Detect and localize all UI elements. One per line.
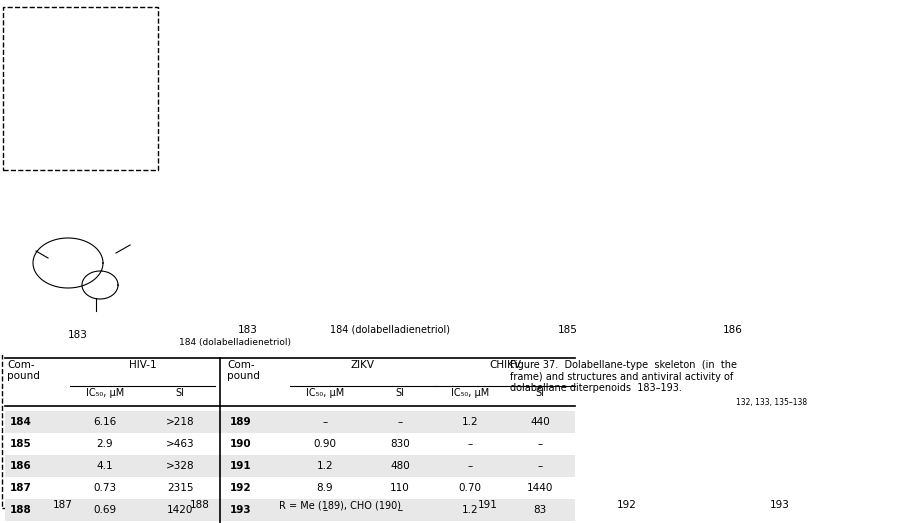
Text: 110: 110 (390, 483, 410, 493)
Text: pound: pound (227, 371, 260, 381)
Text: 183: 183 (238, 325, 258, 335)
Bar (5, 499, 220, 521)
Text: –: – (537, 439, 543, 449)
Text: –: – (398, 417, 402, 427)
Text: 187: 187 (53, 500, 73, 510)
Text: 132, 133, 135–138: 132, 133, 135–138 (736, 398, 807, 407)
Text: 192: 192 (617, 500, 637, 510)
Text: R = Me (189), CHO (190): R = Me (189), CHO (190) (279, 500, 401, 510)
Text: 1.2: 1.2 (462, 417, 478, 427)
Text: 0.90: 0.90 (313, 439, 337, 449)
Text: >328: >328 (166, 461, 194, 471)
Text: 191: 191 (230, 461, 252, 471)
Text: pound: pound (7, 371, 40, 381)
Text: 191: 191 (478, 500, 498, 510)
Text: IC₅₀, μM: IC₅₀, μM (306, 388, 344, 398)
Text: –: – (398, 505, 402, 515)
Text: 0.73: 0.73 (94, 483, 117, 493)
Text: 1.2: 1.2 (462, 505, 478, 515)
Text: HIV-1: HIV-1 (129, 360, 157, 370)
Text: SI: SI (176, 388, 184, 398)
Bar (220, 411, 575, 433)
Text: 1440: 1440 (526, 483, 554, 493)
Bar (220, 455, 575, 477)
Text: 184 (dolabelladienetriol): 184 (dolabelladienetriol) (330, 325, 450, 335)
Bar (0, 0, 900, 355)
Text: 192: 192 (230, 483, 252, 493)
Text: 2.9: 2.9 (96, 439, 113, 449)
Text: 440: 440 (530, 417, 550, 427)
Text: Figure 37.  Dolabellane-type  skeleton  (in  the
frame) and structures and antiv: Figure 37. Dolabellane-type skeleton (in… (510, 360, 737, 393)
Text: IC₅₀, μM: IC₅₀, μM (451, 388, 489, 398)
Text: 184 (dolabelladienetriol): 184 (dolabelladienetriol) (179, 338, 291, 347)
Text: ZIKV: ZIKV (350, 360, 374, 370)
Bar (2, 343, 157, 508)
Bar (5, 455, 220, 477)
Text: –: – (467, 461, 472, 471)
Text: 830: 830 (390, 439, 410, 449)
Text: 83: 83 (534, 505, 546, 515)
Text: 1.2: 1.2 (317, 461, 333, 471)
Text: 6.16: 6.16 (94, 417, 117, 427)
Text: 189: 189 (230, 417, 252, 427)
Text: 185: 185 (558, 325, 578, 335)
Text: 193: 193 (770, 500, 790, 510)
Bar (5, 355, 490, 523)
Text: 185: 185 (10, 439, 32, 449)
Text: –: – (537, 461, 543, 471)
Text: 1420: 1420 (166, 505, 194, 515)
Text: 187: 187 (10, 483, 32, 493)
Text: CHIKV: CHIKV (489, 360, 521, 370)
Text: Com-: Com- (227, 360, 255, 370)
Text: –: – (322, 417, 328, 427)
Text: 183: 183 (68, 330, 88, 340)
Text: 186: 186 (723, 325, 742, 335)
Text: SI: SI (395, 388, 404, 398)
Text: 184: 184 (10, 417, 32, 427)
Text: 188: 188 (190, 500, 210, 510)
Bar (5, 411, 220, 433)
Text: >218: >218 (166, 417, 194, 427)
Text: Com-: Com- (7, 360, 34, 370)
Text: 2315: 2315 (166, 483, 194, 493)
Text: 4.1: 4.1 (96, 461, 113, 471)
Text: >463: >463 (166, 439, 194, 449)
Text: 190: 190 (230, 439, 252, 449)
Text: IC₅₀, μM: IC₅₀, μM (86, 388, 124, 398)
Text: 186: 186 (10, 461, 32, 471)
Text: 480: 480 (390, 461, 410, 471)
Text: 188: 188 (10, 505, 32, 515)
Bar (3, 7, 158, 170)
Text: 0.69: 0.69 (94, 505, 117, 515)
Text: 0.70: 0.70 (458, 483, 482, 493)
Bar (220, 499, 575, 521)
Text: –: – (467, 439, 472, 449)
Text: 193: 193 (230, 505, 252, 515)
Text: –: – (322, 505, 328, 515)
Text: SI: SI (536, 388, 544, 398)
Text: 8.9: 8.9 (317, 483, 333, 493)
